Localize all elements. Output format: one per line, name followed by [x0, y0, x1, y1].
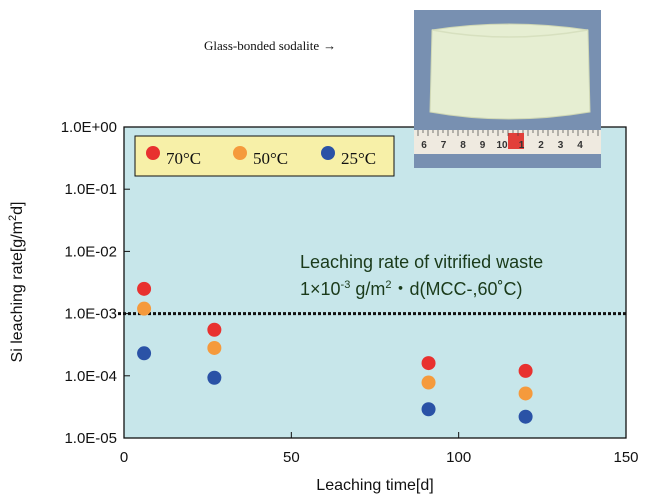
legend-marker [321, 146, 335, 160]
ruler-number: 1 [519, 140, 525, 151]
data-point [421, 402, 436, 417]
data-point [137, 346, 152, 361]
x-tick-label: 100 [446, 449, 471, 466]
x-axis: 0 50 100 150 [120, 432, 639, 466]
ruler-number: 8 [460, 140, 466, 151]
data-point [207, 340, 222, 355]
annotation-line-2: 1×10-3 g/m2・d(MCC-,60˚C) [300, 279, 522, 299]
legend-marker [233, 146, 247, 160]
legend: 70°C 50°C 25°C [134, 135, 395, 177]
y-tick-label: 1.0E-03 [64, 306, 117, 323]
ruler-number: 2 [538, 140, 544, 151]
sample-photo: Glass-bonded sodalite → 6 7 8 9 10 1 2 3 4 [204, 10, 601, 168]
x-axis-label: Leaching time[d] [316, 477, 433, 494]
ruler-number: 9 [480, 140, 486, 151]
x-tick-label: 150 [613, 449, 638, 466]
y-tick-label: 1.0E+00 [61, 119, 117, 136]
legend-label: 25°C [341, 149, 376, 168]
y-tick-label: 1.0E-05 [64, 430, 117, 447]
data-point [207, 370, 222, 385]
data-point [421, 375, 436, 390]
ruler-number: 3 [558, 140, 564, 151]
y-tick-label: 1.0E-04 [64, 368, 117, 385]
data-point [207, 322, 222, 337]
plot-area [123, 126, 627, 439]
ruler-number: 4 [577, 140, 583, 151]
data-points [137, 281, 533, 424]
y-axis-label: Si leaching rate[g/m2d] [7, 202, 26, 363]
data-point [518, 386, 533, 401]
data-point [137, 301, 152, 316]
data-point [518, 363, 533, 378]
photo-caption: Glass-bonded sodalite → [204, 38, 336, 53]
x-tick-label: 0 [120, 449, 128, 466]
ruler [414, 130, 601, 154]
y-tick-label: 1.0E-01 [64, 181, 117, 198]
y-tick-label: 1.0E-02 [64, 243, 117, 260]
ruler-number: 6 [421, 140, 427, 151]
ruler-number: 7 [441, 140, 447, 151]
sodalite-sample-image [429, 23, 591, 120]
legend-label: 70°C [166, 149, 201, 168]
data-point [137, 281, 152, 296]
x-tick-label: 50 [283, 449, 300, 466]
y-axis: 1.0E-05 1.0E-04 1.0E-03 1.0E-02 1.0E-01 1.0E+… [61, 119, 130, 447]
data-point [518, 409, 533, 424]
legend-marker [146, 146, 160, 160]
legend-box [134, 135, 395, 177]
ruler-number: 10 [496, 140, 508, 151]
legend-label: 50°C [253, 149, 288, 168]
annotation-line-1: Leaching rate of vitrified waste [300, 252, 543, 272]
data-point [421, 356, 436, 371]
